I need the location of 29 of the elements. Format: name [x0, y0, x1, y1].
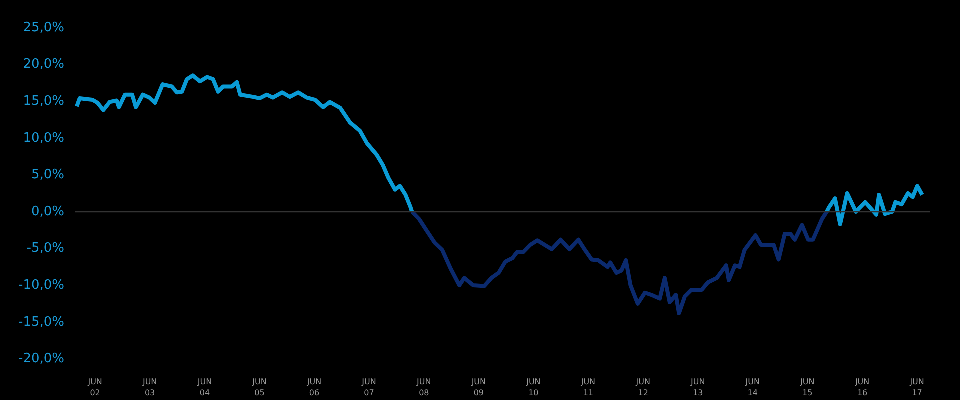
- y-tick-label: -15,0%: [18, 314, 65, 330]
- y-tick-label: -20,0%: [18, 352, 65, 367]
- x-tick-label: JUN 13: [690, 378, 706, 398]
- y-tick-label: 5,0%: [31, 168, 65, 183]
- x-tick-label: JUN 11: [580, 378, 596, 398]
- y-tick-label: 15,0%: [23, 94, 65, 109]
- x-tick-label: JUN 17: [909, 378, 924, 398]
- x-tick-label: JUN 08: [416, 378, 432, 398]
- x-tick-label: JUN 06: [306, 378, 322, 398]
- x-tick-label: JUN 07: [361, 378, 376, 398]
- x-tick-label: JUN 10: [526, 378, 541, 398]
- line-series: [410, 210, 829, 316]
- y-tick-label: -10,0%: [18, 278, 65, 294]
- x-tick-label: JUN 04: [196, 378, 212, 398]
- x-tick-label: JUN 12: [635, 378, 650, 398]
- x-tick-label: JUN 14: [744, 378, 760, 398]
- line-series: [824, 184, 924, 226]
- y-tick-label: 0,0%: [31, 204, 65, 220]
- x-tick-label: JUN 09: [470, 378, 486, 398]
- x-tick-label: JUN 02: [87, 378, 102, 398]
- y-tick-label: 10,0%: [23, 130, 65, 146]
- x-tick-label: JUN 16: [854, 378, 870, 398]
- y-tick-label: -5,0%: [26, 241, 64, 256]
- line-series: [76, 74, 414, 214]
- x-tick-label: JUN 03: [142, 378, 158, 398]
- y-tick-label: 20,0%: [23, 57, 65, 72]
- x-tick-label: JUN 05: [252, 378, 267, 398]
- x-tick-label: JUN 15: [800, 378, 815, 398]
- y-tick-label: 25,0%: [23, 20, 65, 36]
